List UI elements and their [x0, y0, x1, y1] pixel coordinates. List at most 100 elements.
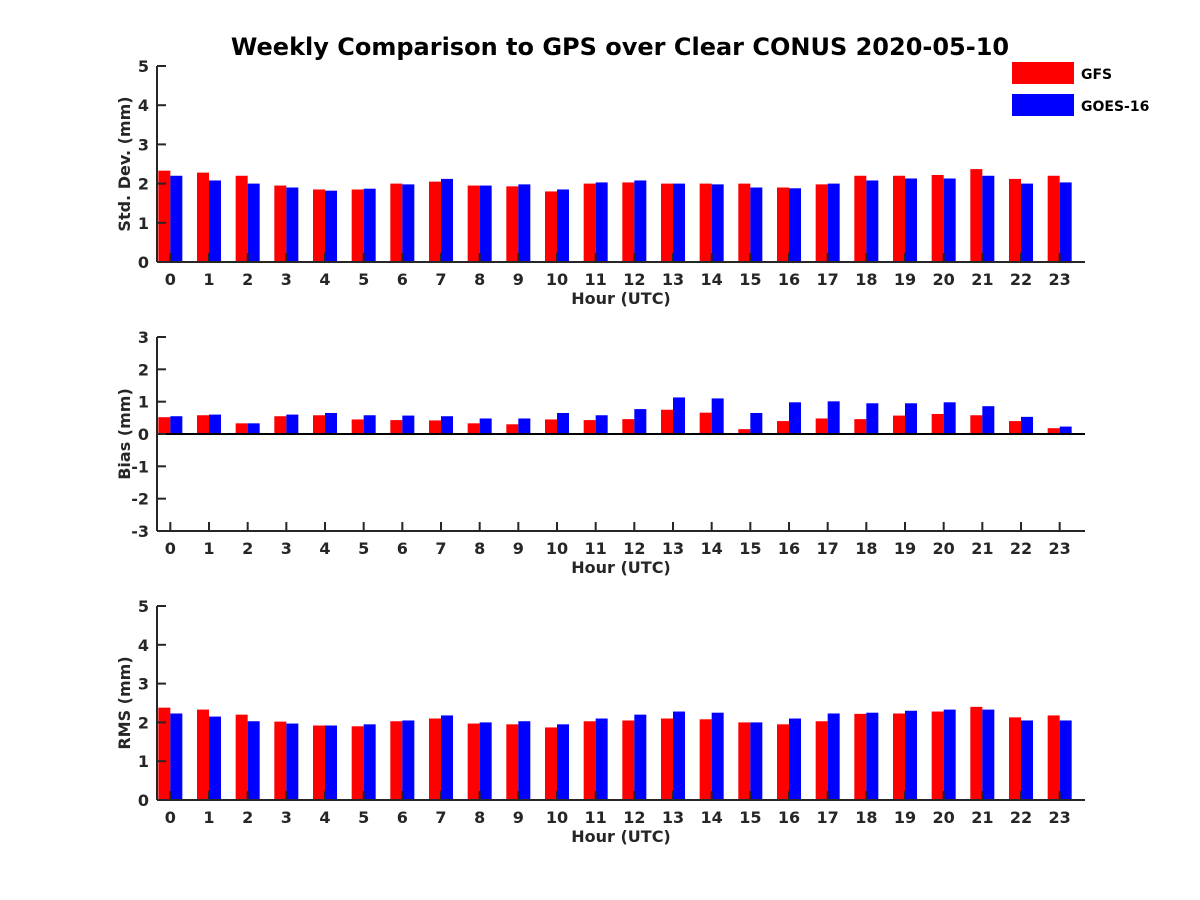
- x-tick-label-1-6: 6: [397, 539, 408, 558]
- bar-2-1-19: [905, 710, 917, 800]
- x-tick-label-2-18: 18: [855, 808, 877, 827]
- bar-2-1-9: [518, 721, 531, 800]
- bar-1-0-6: [390, 420, 403, 434]
- x-tick-label-2-4: 4: [319, 808, 330, 827]
- x-tick-label-1-18: 18: [855, 539, 877, 558]
- bar-0-1-16: [789, 188, 801, 262]
- bar-2-0-22: [1009, 717, 1021, 800]
- bar-0-1-11: [595, 182, 608, 262]
- x-tick-label-1-5: 5: [358, 539, 369, 558]
- bar-1-1-19: [905, 403, 917, 434]
- y-tick-label-1-3: 0: [138, 425, 149, 444]
- x-tick-label-2-11: 11: [585, 808, 607, 827]
- bar-0-1-5: [363, 188, 376, 262]
- x-tick-label-2-13: 13: [662, 808, 684, 827]
- bar-2-1-6: [402, 720, 415, 800]
- x-tick-label-0-9: 9: [513, 270, 524, 289]
- y-tick-label-1-6: 3: [138, 328, 149, 347]
- x-tick-label-0-6: 6: [397, 270, 408, 289]
- x-tick-label-1-8: 8: [474, 539, 485, 558]
- bar-1-0-4: [313, 415, 325, 434]
- x-tick-label-0-2: 2: [242, 270, 253, 289]
- x-tick-label-1-13: 13: [662, 539, 684, 558]
- bar-2-0-21: [970, 706, 983, 800]
- x-tick-label-1-2: 2: [242, 539, 253, 558]
- bar-0-0-8: [467, 185, 480, 262]
- bar-2-0-6: [390, 721, 403, 800]
- bar-0-0-9: [506, 186, 519, 262]
- bar-1-0-9: [506, 424, 519, 434]
- bar-2-0-10: [545, 727, 557, 800]
- x-tick-label-2-5: 5: [358, 808, 369, 827]
- x-tick-label-1-11: 11: [585, 539, 607, 558]
- bar-2-1-2: [247, 721, 260, 800]
- y-axis-label-0: Std. Dev. (mm): [115, 96, 134, 231]
- bar-2-1-13: [673, 711, 685, 800]
- x-tick-label-0-8: 8: [474, 270, 485, 289]
- bar-1-1-0: [170, 416, 183, 434]
- bar-0-0-3: [274, 185, 287, 262]
- bar-2-1-11: [595, 718, 608, 800]
- bar-2-1-10: [557, 724, 569, 800]
- bar-1-1-8: [479, 418, 492, 434]
- bar-1-1-4: [325, 412, 337, 434]
- bar-2-1-0: [170, 713, 183, 800]
- bar-2-0-20: [931, 711, 944, 800]
- y-tick-label-2-3: 3: [138, 675, 149, 694]
- bar-2-0-17: [815, 721, 828, 800]
- bar-0-1-7: [441, 178, 453, 262]
- bar-2-0-2: [235, 714, 248, 800]
- bar-0-1-14: [711, 184, 724, 262]
- x-tick-label-1-14: 14: [701, 539, 723, 558]
- bar-1-0-2: [235, 423, 248, 434]
- bar-0-1-23: [1059, 182, 1072, 262]
- x-tick-label-2-23: 23: [1049, 808, 1071, 827]
- x-tick-label-1-22: 22: [1010, 539, 1032, 558]
- bar-2-0-5: [351, 726, 364, 800]
- bar-0-1-19: [905, 178, 917, 262]
- bar-0-0-22: [1009, 178, 1021, 262]
- bar-1-1-14: [711, 398, 724, 434]
- bar-2-1-15: [750, 722, 763, 800]
- bar-0-1-18: [866, 180, 879, 262]
- x-tick-label-1-20: 20: [933, 539, 955, 558]
- bar-1-1-22: [1021, 416, 1033, 434]
- bar-0-0-7: [429, 181, 441, 262]
- bar-1-0-17: [815, 418, 828, 434]
- x-tick-label-0-13: 13: [662, 270, 684, 289]
- legend: GFS GOES-16: [1012, 62, 1149, 116]
- bar-0-1-12: [634, 180, 647, 262]
- x-tick-label-2-19: 19: [894, 808, 916, 827]
- bar-1-0-5: [351, 419, 364, 434]
- bar-1-1-21: [982, 406, 995, 434]
- bar-2-1-20: [943, 709, 956, 800]
- bar-2-0-13: [661, 718, 673, 800]
- bar-2-0-4: [313, 725, 325, 800]
- bar-1-1-12: [634, 409, 647, 434]
- bar-0-0-6: [390, 183, 403, 262]
- x-tick-label-0-16: 16: [778, 270, 800, 289]
- y-tick-label-0-4: 4: [138, 96, 149, 115]
- x-tick-label-2-2: 2: [242, 808, 253, 827]
- x-tick-label-0-23: 23: [1049, 270, 1071, 289]
- x-tick-label-0-21: 21: [971, 270, 993, 289]
- x-tick-label-2-8: 8: [474, 808, 485, 827]
- bar-0-1-0: [170, 175, 183, 262]
- bar-2-1-16: [789, 718, 801, 800]
- bar-1-1-18: [866, 403, 879, 434]
- bar-1-0-1: [197, 415, 209, 434]
- bar-1-0-14: [699, 412, 712, 434]
- bar-1-1-11: [595, 415, 608, 434]
- y-tick-label-1-0: -3: [131, 522, 149, 541]
- bar-0-0-17: [815, 184, 828, 262]
- y-tick-label-0-5: 5: [138, 57, 149, 76]
- bar-1-0-12: [622, 419, 635, 434]
- x-tick-label-1-4: 4: [319, 539, 330, 558]
- x-axis-label-1: Hour (UTC): [571, 558, 671, 577]
- x-tick-label-2-16: 16: [778, 808, 800, 827]
- x-tick-label-1-10: 10: [546, 539, 568, 558]
- legend-swatch-1: [1012, 94, 1074, 116]
